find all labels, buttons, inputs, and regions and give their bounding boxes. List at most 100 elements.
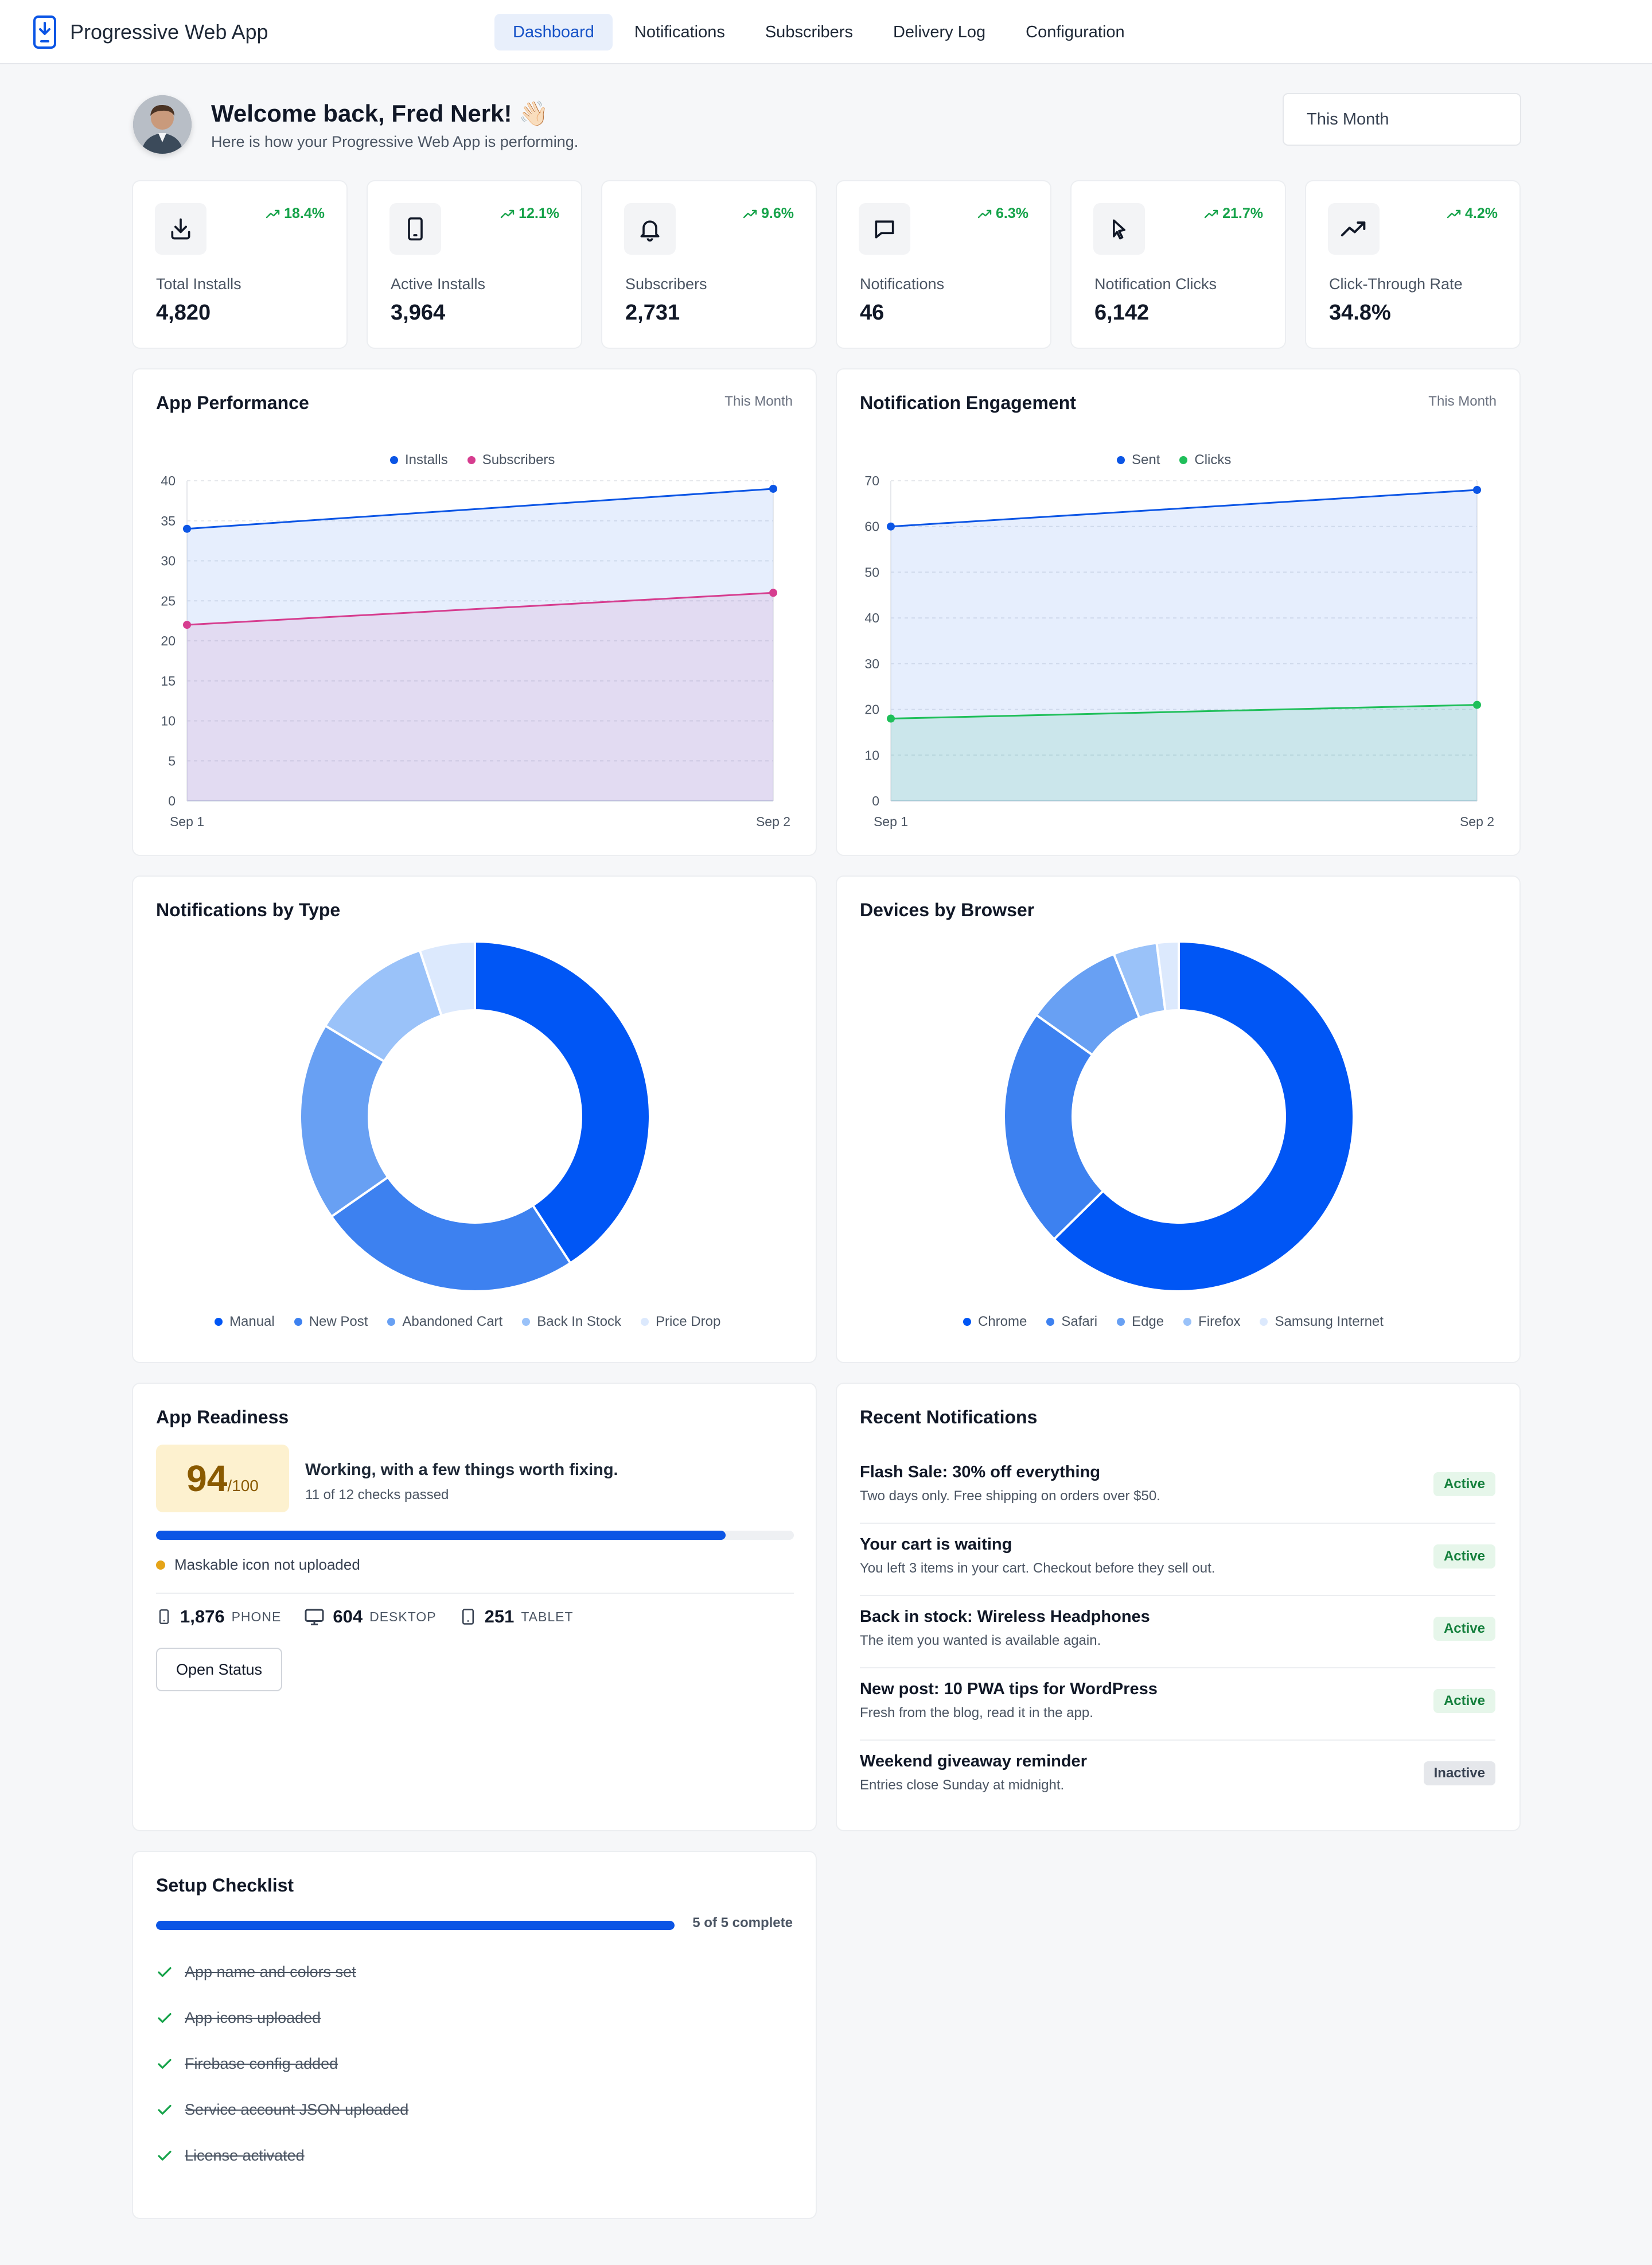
checklist-item[interactable]: License activated bbox=[156, 2147, 305, 2165]
checklist-item[interactable]: Firebase config added bbox=[156, 2055, 338, 2073]
notification-row[interactable]: Weekend giveaway reminder Entries close … bbox=[860, 1741, 1495, 1813]
data-point bbox=[769, 484, 777, 493]
stat-card-active-installs: 12.1% Active Installs 3,964 bbox=[367, 180, 582, 349]
legend-item[interactable]: Firefox bbox=[1183, 1314, 1240, 1330]
x-tick-label: Sep 2 bbox=[1460, 814, 1494, 829]
open-status-button[interactable]: Open Status bbox=[156, 1648, 282, 1691]
data-point bbox=[1473, 485, 1481, 494]
device-count: 604 bbox=[333, 1606, 363, 1626]
tablet-icon bbox=[462, 1609, 474, 1625]
legend-label: Abandoned Cart bbox=[402, 1314, 503, 1329]
app-readiness-card: App Readiness 94/100 Working, with a few… bbox=[132, 1383, 817, 1831]
checklist-label: License activated bbox=[185, 2147, 305, 2164]
trend-value: 4.2% bbox=[1465, 205, 1498, 221]
notification-desc: Entries close Sunday at midnight. bbox=[860, 1777, 1065, 1793]
legend-item[interactable]: Manual bbox=[215, 1314, 275, 1330]
trend-up-icon bbox=[500, 209, 515, 218]
trend-value: 12.1% bbox=[519, 205, 559, 221]
legend-label: Manual bbox=[229, 1314, 275, 1329]
trend-value: 9.6% bbox=[761, 205, 794, 221]
notification-row[interactable]: New post: 10 PWA tips for WordPress Fres… bbox=[860, 1668, 1495, 1741]
legend-item[interactable]: Edge bbox=[1117, 1314, 1164, 1330]
stat-value: 6,142 bbox=[1094, 301, 1150, 325]
app-title: Progressive Web App bbox=[70, 20, 268, 44]
checklist-item[interactable]: App icons uploaded bbox=[156, 2009, 321, 2027]
legend-dot bbox=[215, 1318, 223, 1326]
nav-subscribers[interactable]: Subscribers bbox=[765, 23, 853, 41]
trending-up-icon bbox=[1341, 221, 1366, 237]
nav-dashboard[interactable]: Dashboard bbox=[494, 14, 613, 50]
card-title: Notification Engagement bbox=[860, 392, 1076, 413]
period-select[interactable]: This Month bbox=[1283, 93, 1521, 146]
legend-item[interactable]: New Post bbox=[294, 1314, 368, 1330]
legend-item[interactable]: Abandoned Cart bbox=[387, 1314, 502, 1330]
trend-up-icon bbox=[1204, 209, 1218, 218]
checklist-label: Firebase config added bbox=[185, 2055, 338, 2072]
y-tick-label: 20 bbox=[864, 702, 879, 717]
y-tick-label: 10 bbox=[864, 748, 879, 762]
status-badge: Inactive bbox=[1423, 1761, 1495, 1785]
device-label: PHONE bbox=[231, 1609, 282, 1624]
series-area bbox=[891, 489, 1477, 801]
card-period: This Month bbox=[1428, 394, 1497, 409]
app-install-icon bbox=[33, 15, 56, 49]
app-performance-card: App Performance This Month Installs Subs… bbox=[132, 368, 817, 856]
legend-label: Firefox bbox=[1198, 1314, 1241, 1329]
notification-row[interactable]: Your cart is waiting You left 3 items in… bbox=[860, 1524, 1495, 1596]
nav-configuration[interactable]: Configuration bbox=[1026, 23, 1125, 41]
legend-item[interactable]: Safari bbox=[1046, 1314, 1097, 1330]
x-tick-label: Sep 1 bbox=[874, 814, 908, 829]
main-nav: Dashboard Notifications Subscribers Deli… bbox=[494, 14, 1147, 50]
legend-item[interactable]: Price Drop bbox=[640, 1314, 720, 1330]
legend-item[interactable]: Sent bbox=[1117, 452, 1160, 468]
data-point bbox=[183, 621, 191, 629]
trend-up-icon bbox=[266, 209, 280, 218]
legend-item[interactable]: Subscribers bbox=[467, 452, 555, 468]
bell-icon bbox=[640, 220, 660, 242]
y-tick-label: 35 bbox=[161, 513, 176, 528]
checklist-item[interactable]: App name and colors set bbox=[156, 1963, 356, 1981]
readiness-status: Working, with a few things worth fixing. bbox=[305, 1461, 618, 1479]
series-area bbox=[187, 488, 773, 801]
y-tick-label: 0 bbox=[872, 793, 879, 808]
legend-label: Back In Stock bbox=[537, 1314, 621, 1329]
nav-delivery-log[interactable]: Delivery Log bbox=[893, 23, 986, 41]
y-tick-label: 40 bbox=[161, 473, 176, 488]
series-line bbox=[890, 489, 1478, 528]
legend-label: Safari bbox=[1061, 1314, 1098, 1329]
nav-notifications[interactable]: Notifications bbox=[634, 23, 725, 41]
brand[interactable]: Progressive Web App bbox=[32, 15, 268, 49]
readiness-progress-fill bbox=[156, 1531, 726, 1540]
trend-up-icon bbox=[743, 209, 757, 218]
device-count: 1,876 bbox=[180, 1606, 225, 1626]
checklist-progress-bar bbox=[156, 1921, 675, 1930]
legend-item[interactable]: Installs bbox=[390, 452, 448, 468]
notification-row[interactable]: Back in stock: Wireless Headphones The i… bbox=[860, 1596, 1495, 1668]
monitor-icon bbox=[305, 1609, 324, 1625]
trend-badge: 9.6% bbox=[743, 205, 794, 222]
legend-label: Subscribers bbox=[482, 452, 555, 468]
legend-label: Chrome bbox=[978, 1314, 1027, 1329]
device-phone: 1,876 PHONE bbox=[156, 1606, 281, 1627]
card-period: This Month bbox=[724, 394, 793, 409]
series-area bbox=[187, 593, 773, 801]
legend-item[interactable]: Chrome bbox=[963, 1314, 1027, 1330]
legend-dot bbox=[1183, 1318, 1192, 1326]
legend-dot bbox=[1117, 456, 1125, 464]
legend-dot bbox=[1046, 1318, 1055, 1326]
y-tick-label: 30 bbox=[864, 656, 879, 671]
chart-legend: Sent Clicks bbox=[1117, 452, 1250, 468]
checklist-item[interactable]: Service account JSON uploaded bbox=[156, 2101, 408, 2119]
checklist-progress-fill bbox=[156, 1921, 675, 1930]
avatar bbox=[133, 95, 192, 154]
trend-up-icon bbox=[977, 209, 992, 218]
notification-row[interactable]: Flash Sale: 30% off everything Two days … bbox=[860, 1451, 1495, 1524]
stat-value: 46 bbox=[860, 301, 885, 325]
legend-item[interactable]: Back In Stock bbox=[522, 1314, 621, 1330]
stat-value: 34.8% bbox=[1329, 301, 1391, 325]
legend-item[interactable]: Samsung Internet bbox=[1260, 1314, 1384, 1330]
warning-text: Maskable icon not uploaded bbox=[174, 1556, 360, 1573]
y-tick-label: 25 bbox=[161, 593, 176, 608]
legend-item[interactable]: Clicks bbox=[1179, 452, 1231, 468]
stat-card-notifications: 6.3% Notifications 46 bbox=[836, 180, 1051, 349]
